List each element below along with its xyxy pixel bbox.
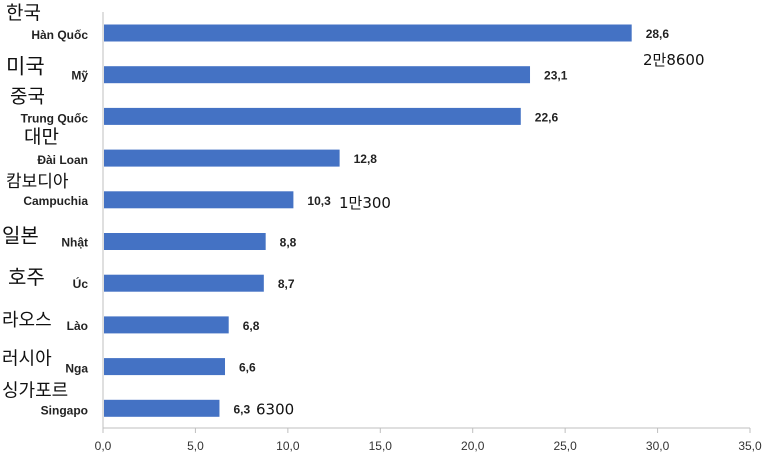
category-label: Singapo <box>41 403 88 417</box>
data-label: 6,8 <box>243 319 260 333</box>
category-label-ko: 대만 <box>24 126 59 148</box>
category-label-ko: 캄보디아 <box>6 172 69 192</box>
category-label: Campuchia <box>23 194 88 208</box>
category-label: Nga <box>65 362 88 376</box>
category-label-ko: 중국 <box>10 85 45 107</box>
bar <box>104 316 229 334</box>
x-tick-label: 35,0 <box>738 439 762 453</box>
annotations: 2만8600 1만300 6300 <box>256 51 705 418</box>
data-label: 10,3 <box>307 194 331 208</box>
annotation-label: 1만300 <box>339 194 391 212</box>
x-tick-label: 0,0 <box>95 439 112 453</box>
x-tick-label: 5,0 <box>187 439 204 453</box>
x-tick-label: 20,0 <box>461 439 485 453</box>
x-tick-label: 30,0 <box>646 439 670 453</box>
category-label: Đài Loan <box>37 153 88 167</box>
bar <box>104 358 226 376</box>
category-label: Nhật <box>61 236 88 250</box>
category-label: Úc <box>73 276 89 291</box>
x-tick-label: 25,0 <box>553 439 577 453</box>
annotation-label: 6300 <box>256 400 294 418</box>
x-tick-label: 15,0 <box>369 439 393 453</box>
bar <box>104 191 294 209</box>
bar <box>104 149 340 167</box>
category-label-ko: 일본 <box>2 224 39 248</box>
value-labels: 28,6 23,1 22,6 12,8 10,3 8,8 8,7 6,8 6,6 6,3 <box>233 27 669 416</box>
data-label: 28,6 <box>646 27 670 41</box>
data-label: 23,1 <box>544 69 568 83</box>
x-axis: 0,0 5,0 10,0 15,0 20,0 25,0 30,0 35,0 <box>95 427 762 453</box>
bar <box>104 399 220 417</box>
category-label-ko: 미국 <box>6 55 45 79</box>
bar <box>104 107 521 125</box>
data-label: 8,7 <box>278 277 295 291</box>
data-label: 12,8 <box>354 152 378 166</box>
data-label: 8,8 <box>280 236 297 250</box>
category-label-ko: 한국 <box>6 2 41 24</box>
data-label: 6,6 <box>239 361 256 375</box>
data-label: 22,6 <box>535 110 559 124</box>
category-label-ko: 싱가포르 <box>2 380 68 401</box>
category-label: Lào <box>67 319 88 333</box>
category-label-ko: 러시아 <box>2 349 52 370</box>
bar <box>104 24 632 42</box>
data-label: 6,3 <box>233 402 250 416</box>
bars <box>104 24 632 417</box>
bar <box>104 66 531 84</box>
bar <box>104 233 266 250</box>
x-tick-label: 10,0 <box>276 439 300 453</box>
category-label: Mỹ <box>71 69 88 83</box>
category-label: Hàn Quốc <box>31 28 88 42</box>
category-label-ko: 호주 <box>8 265 45 289</box>
category-label-ko: 라오스 <box>2 310 52 331</box>
annotation-label: 2만8600 <box>643 51 705 69</box>
bar <box>104 274 264 292</box>
category-label: Trung Quốc <box>21 111 89 125</box>
